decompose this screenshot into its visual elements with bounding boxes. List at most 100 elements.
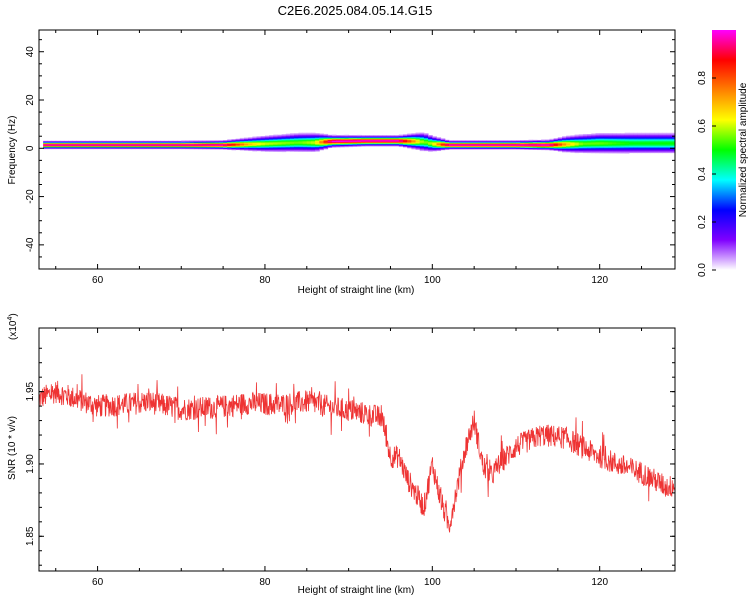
- heatmap-cell: [310, 135, 316, 137]
- heatmap-cell: [574, 152, 580, 154]
- heatmap-cell: [340, 146, 345, 148]
- heatmap-cell: [603, 142, 609, 144]
- heatmap-cell: [541, 149, 546, 151]
- heatmap-cell: [428, 136, 433, 138]
- heatmap-cell: [323, 138, 329, 140]
- heatmap-cell: [398, 138, 404, 140]
- heatmap-cell: [156, 148, 161, 150]
- heatmap-cell: [490, 143, 496, 145]
- heatmap-cell: [503, 143, 509, 145]
- heatmap-cell: [570, 142, 575, 144]
- heatmap-cell: [649, 148, 655, 150]
- heatmap-cell: [578, 146, 584, 148]
- heatmap-cell: [55, 145, 61, 147]
- heatmap-cell: [557, 137, 563, 139]
- heatmap-cell: [256, 144, 262, 146]
- heatmap-cell: [72, 143, 78, 145]
- heatmap-cell: [495, 143, 500, 145]
- heatmap-cell: [541, 139, 546, 141]
- heatmap-cell: [599, 139, 605, 141]
- heatmap-cell: [110, 142, 115, 144]
- heatmap-cell: [541, 143, 546, 145]
- heatmap-cell: [198, 142, 203, 144]
- heatmap-cell: [80, 142, 86, 144]
- heatmap-cell: [599, 146, 605, 148]
- heatmap-cell: [319, 143, 324, 145]
- heatmap-cell: [645, 134, 651, 135]
- heatmap-cell: [235, 144, 241, 146]
- heatmap-cell: [612, 141, 617, 143]
- heatmap-cell: [457, 144, 462, 146]
- heatmap-cell: [520, 145, 525, 147]
- heatmap-cell: [428, 146, 433, 148]
- heatmap-cell: [319, 140, 324, 142]
- heatmap-cell: [662, 149, 668, 151]
- heatmap-cell: [649, 134, 655, 135]
- heatmap-cell: [390, 142, 396, 144]
- heatmap-cell: [616, 152, 621, 154]
- heatmap-cell: [662, 147, 668, 149]
- heatmap-cell: [214, 143, 220, 145]
- heatmap-cell: [612, 147, 617, 149]
- heatmap-cell: [541, 147, 546, 149]
- heatmap-cell: [47, 148, 52, 150]
- heatmap-cell: [490, 146, 496, 148]
- heatmap-cell: [469, 141, 475, 143]
- heatmap-cell: [323, 145, 329, 147]
- heatmap-cell: [281, 142, 287, 144]
- heatmap-cell: [574, 135, 580, 137]
- heatmap-cell: [260, 148, 266, 150]
- heatmap-cell: [587, 137, 592, 139]
- heatmap-cell: [549, 143, 555, 145]
- heatmap-cell: [185, 147, 191, 149]
- heatmap-cell: [89, 144, 94, 146]
- heatmap-cell: [256, 139, 262, 141]
- heatmap-cell: [486, 147, 492, 149]
- heatmap-cell: [294, 138, 299, 140]
- heatmap-cell: [662, 143, 668, 145]
- heatmap-cell: [520, 148, 525, 150]
- heatmap-cell: [114, 144, 119, 146]
- heatmap-cell: [608, 142, 613, 144]
- heatmap-cell: [298, 139, 303, 141]
- heatmap-cell: [553, 142, 559, 144]
- heatmap-cell: [407, 141, 412, 143]
- heatmap-cell: [637, 140, 642, 142]
- heatmap-cell: [105, 142, 111, 144]
- heatmap-cell: [64, 148, 69, 150]
- heatmap-cell: [235, 141, 241, 143]
- heatmap-cell: [306, 142, 312, 144]
- heatmap-cell: [595, 134, 601, 136]
- heatmap-cell: [310, 140, 316, 142]
- heatmap-cell: [486, 147, 492, 149]
- heatmap-cell: [524, 144, 529, 146]
- heatmap-cell: [327, 141, 333, 143]
- heatmap-cell: [369, 141, 375, 143]
- heatmap-cell: [352, 135, 358, 137]
- heatmap-cell: [294, 143, 299, 145]
- heatmap-cell: [633, 140, 638, 142]
- heatmap-cell: [344, 138, 350, 140]
- heatmap-cell: [264, 142, 270, 144]
- heatmap-cell: [315, 143, 320, 145]
- heatmap-cell: [411, 144, 416, 146]
- heatmap-cell: [520, 140, 525, 142]
- x-tick-label: 60: [92, 275, 104, 286]
- heatmap-cell: [608, 152, 613, 154]
- heatmap-cell: [223, 146, 228, 148]
- heatmap-cell: [327, 146, 333, 148]
- heatmap-cell: [285, 135, 291, 137]
- heatmap-cell: [105, 143, 111, 145]
- heatmap-cell: [319, 149, 324, 151]
- heatmap-cell: [310, 135, 316, 137]
- heatmap-cell: [206, 141, 211, 143]
- heatmap-cell: [105, 146, 111, 148]
- heatmap-cell: [352, 139, 358, 141]
- heatmap-cell: [181, 144, 186, 146]
- heatmap-cell: [557, 149, 563, 151]
- heatmap-cell: [206, 145, 211, 147]
- heatmap-cell: [624, 149, 630, 151]
- heatmap-cell: [147, 145, 153, 147]
- heatmap-cell: [578, 144, 584, 146]
- heatmap-cell: [290, 136, 295, 138]
